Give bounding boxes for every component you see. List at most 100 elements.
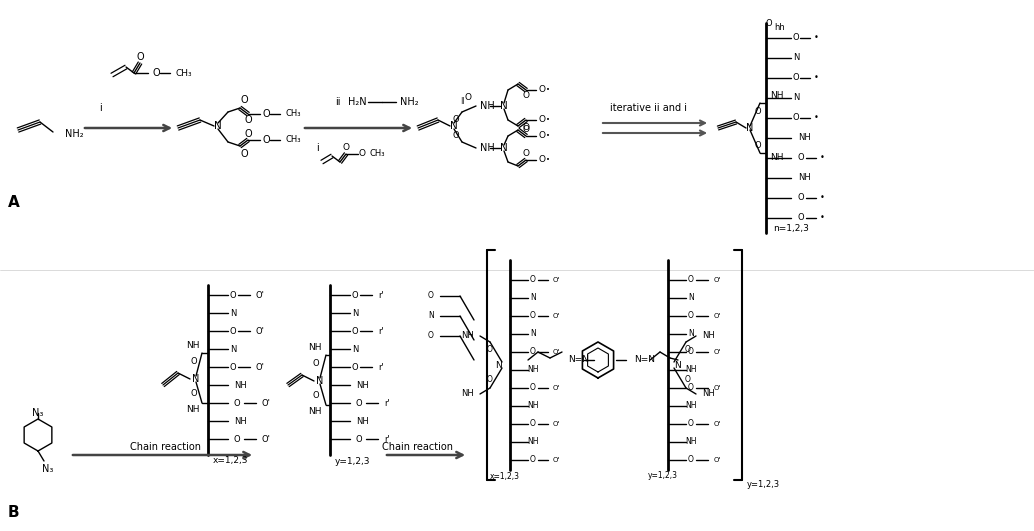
Text: N: N [192, 374, 200, 384]
Text: NH: NH [186, 340, 200, 349]
Text: NH: NH [356, 381, 369, 390]
Text: O: O [688, 383, 694, 392]
Text: •: • [814, 33, 819, 42]
Text: r': r' [378, 290, 384, 299]
Text: •: • [546, 133, 550, 139]
Text: n=1,2,3: n=1,2,3 [773, 224, 809, 233]
Text: r': r' [384, 434, 390, 443]
Text: O: O [530, 312, 536, 321]
Text: •: • [546, 157, 550, 163]
Text: r': r' [384, 398, 390, 407]
Text: NH₂: NH₂ [65, 129, 84, 139]
Text: O': O' [553, 385, 560, 391]
Text: NH: NH [234, 416, 247, 425]
Text: A: A [8, 195, 20, 210]
Text: O': O' [714, 385, 722, 391]
Text: N₃: N₃ [32, 408, 43, 418]
Text: NH: NH [527, 401, 539, 410]
Text: O: O [152, 68, 160, 78]
Text: iterative ii and i: iterative ii and i [609, 103, 687, 113]
Text: O': O' [553, 313, 560, 319]
Text: H₂N: H₂N [348, 97, 367, 107]
Text: O: O [688, 276, 694, 285]
Text: B: B [8, 505, 20, 520]
Text: N: N [230, 345, 236, 354]
Text: •: • [820, 193, 824, 202]
Text: ii: ii [335, 97, 340, 107]
Text: O: O [428, 292, 434, 301]
Text: N: N [352, 345, 358, 354]
Text: O': O' [553, 421, 560, 427]
Text: O: O [352, 327, 359, 336]
Text: NH: NH [770, 91, 784, 100]
Text: NH: NH [480, 101, 494, 111]
Text: O: O [312, 390, 320, 399]
Text: O: O [530, 276, 536, 285]
Text: O: O [522, 125, 529, 134]
Text: O: O [539, 156, 546, 165]
Text: N: N [495, 361, 501, 370]
Text: O: O [793, 73, 799, 82]
Text: O: O [688, 456, 694, 465]
Text: O: O [230, 327, 237, 336]
Text: N: N [352, 309, 358, 318]
Text: O': O' [262, 434, 271, 443]
Text: N: N [230, 309, 236, 318]
Text: hh: hh [774, 23, 785, 32]
Text: •: • [546, 117, 550, 123]
Text: NH₂: NH₂ [400, 97, 419, 107]
Text: y=1,2,3: y=1,2,3 [747, 480, 780, 489]
Text: O': O' [262, 398, 271, 407]
Text: r': r' [378, 363, 384, 372]
Text: O: O [522, 150, 529, 158]
Text: •: • [546, 87, 550, 93]
Text: N₃: N₃ [42, 464, 54, 474]
Text: O': O' [714, 349, 722, 355]
Text: N: N [530, 294, 536, 303]
Text: O': O' [714, 457, 722, 463]
Text: O': O' [714, 421, 722, 427]
Text: O: O [230, 290, 237, 299]
Text: x=1,2,3: x=1,2,3 [490, 472, 520, 481]
Text: O: O [464, 93, 472, 102]
Text: NH: NH [686, 438, 697, 447]
Text: NH: NH [234, 381, 247, 390]
Text: NH: NH [686, 365, 697, 374]
Text: O: O [798, 153, 804, 162]
Text: x=1,2,3: x=1,2,3 [213, 457, 248, 466]
Text: NH: NH [461, 331, 474, 340]
Text: •: • [820, 153, 824, 162]
Text: O: O [793, 114, 799, 123]
Text: O: O [428, 331, 434, 340]
Text: O: O [342, 143, 349, 152]
Text: O: O [755, 107, 761, 116]
Text: O: O [755, 141, 761, 150]
Text: ‖: ‖ [460, 97, 464, 104]
Text: O: O [453, 132, 459, 141]
Text: NH: NH [480, 143, 494, 153]
Text: N: N [530, 330, 536, 338]
Text: NH: NH [356, 416, 369, 425]
Text: O: O [530, 456, 536, 465]
Text: O: O [356, 434, 363, 443]
Text: N: N [500, 101, 508, 111]
Text: O: O [359, 150, 365, 158]
Text: NH: NH [186, 405, 200, 414]
Text: NH: NH [770, 153, 784, 162]
Text: y=1,2,3: y=1,2,3 [335, 457, 370, 466]
Text: N: N [428, 312, 434, 321]
Text: N=N: N=N [634, 355, 655, 364]
Text: NH: NH [798, 174, 811, 183]
Text: NH: NH [686, 401, 697, 410]
Text: N: N [688, 330, 694, 338]
Text: O: O [522, 91, 529, 100]
Text: O: O [352, 363, 359, 372]
Text: N: N [450, 121, 458, 131]
Text: O: O [240, 149, 248, 159]
Text: NH: NH [798, 133, 811, 142]
Text: N: N [688, 294, 694, 303]
Text: O': O' [256, 327, 265, 336]
Text: i: i [98, 103, 101, 113]
Text: O: O [230, 363, 237, 372]
Text: O': O' [714, 277, 722, 283]
